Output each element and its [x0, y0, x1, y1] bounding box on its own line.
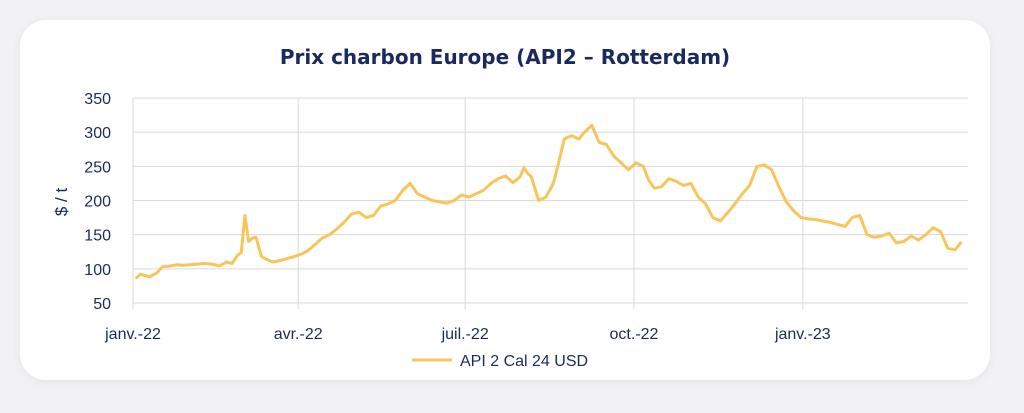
y-tick-label: 150 [84, 228, 111, 245]
y-tick-label: 200 [84, 194, 111, 211]
x-tick-labels: janv.-22 avr.-22 juil.-22 oct.-22 janv.-23 [104, 326, 831, 343]
x-tick-label: juil.-22 [441, 326, 489, 343]
x-tick-label: oct.-22 [610, 326, 659, 343]
x-tick-label: janv.-22 [104, 326, 161, 343]
y-tick-labels: 50 100 150 200 250 300 350 [84, 91, 111, 313]
series-line [135, 123, 963, 280]
y-axis-label: $ / t [52, 188, 71, 217]
grid-layer [132, 97, 968, 309]
y-tick-label: 300 [84, 125, 111, 142]
x-tick-label: avr.-22 [274, 326, 323, 343]
series-layer [135, 123, 963, 280]
y-tick-label: 50 [93, 296, 111, 313]
y-tick-label: 100 [84, 262, 111, 279]
y-tick-label: 350 [84, 91, 111, 108]
x-tick-label: janv.-23 [774, 326, 831, 343]
legend-label: API 2 Cal 24 USD [460, 353, 588, 370]
y-tick-label: 250 [84, 159, 111, 176]
legend: API 2 Cal 24 USD [412, 353, 588, 370]
chart-title: Prix charbon Europe (API2 – Rotterdam) [280, 45, 730, 69]
